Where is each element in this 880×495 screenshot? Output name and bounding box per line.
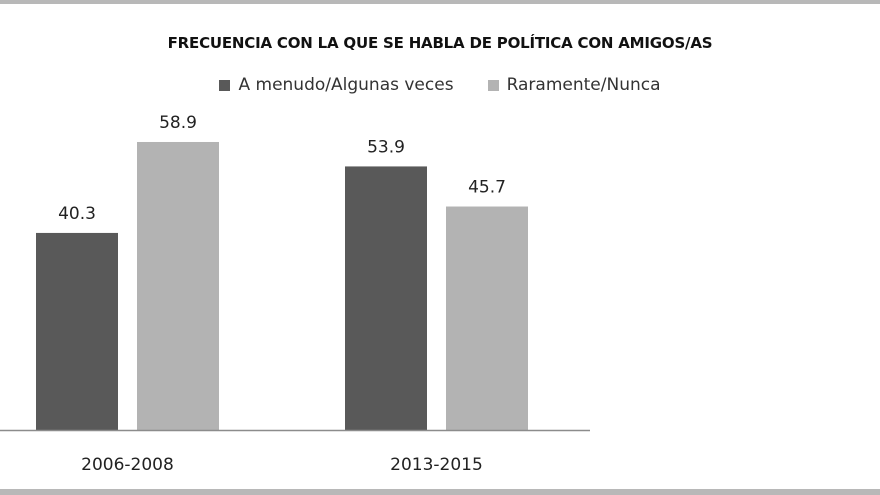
bar [137, 141, 219, 430]
legend-swatch [219, 79, 231, 91]
x-tick-label: 2013-2015 [390, 455, 483, 475]
legend-item-0: A menudo/Algunas veces [219, 75, 454, 95]
legend: A menudo/Algunas veces Raramente/Nunca [0, 75, 880, 95]
x-tick-label: 2006-2008 [81, 455, 174, 475]
data-label: 58.9 [159, 113, 197, 133]
chart-title: FRECUENCIA CON LA QUE SE HABLA DE POLÍTI… [167, 34, 713, 52]
legend-item-1: Raramente/Nunca [487, 75, 661, 95]
frame-bottom-border [0, 489, 880, 495]
data-label: 40.3 [58, 204, 96, 224]
legend-swatch [487, 79, 499, 91]
legend-label: Raramente/Nunca [506, 75, 661, 95]
bar [36, 232, 118, 430]
frame-top-border [0, 0, 880, 4]
bar [345, 166, 427, 430]
bar [446, 206, 528, 430]
legend-label: A menudo/Algunas veces [238, 75, 454, 95]
data-label: 45.7 [468, 178, 506, 198]
data-label: 53.9 [367, 137, 405, 157]
